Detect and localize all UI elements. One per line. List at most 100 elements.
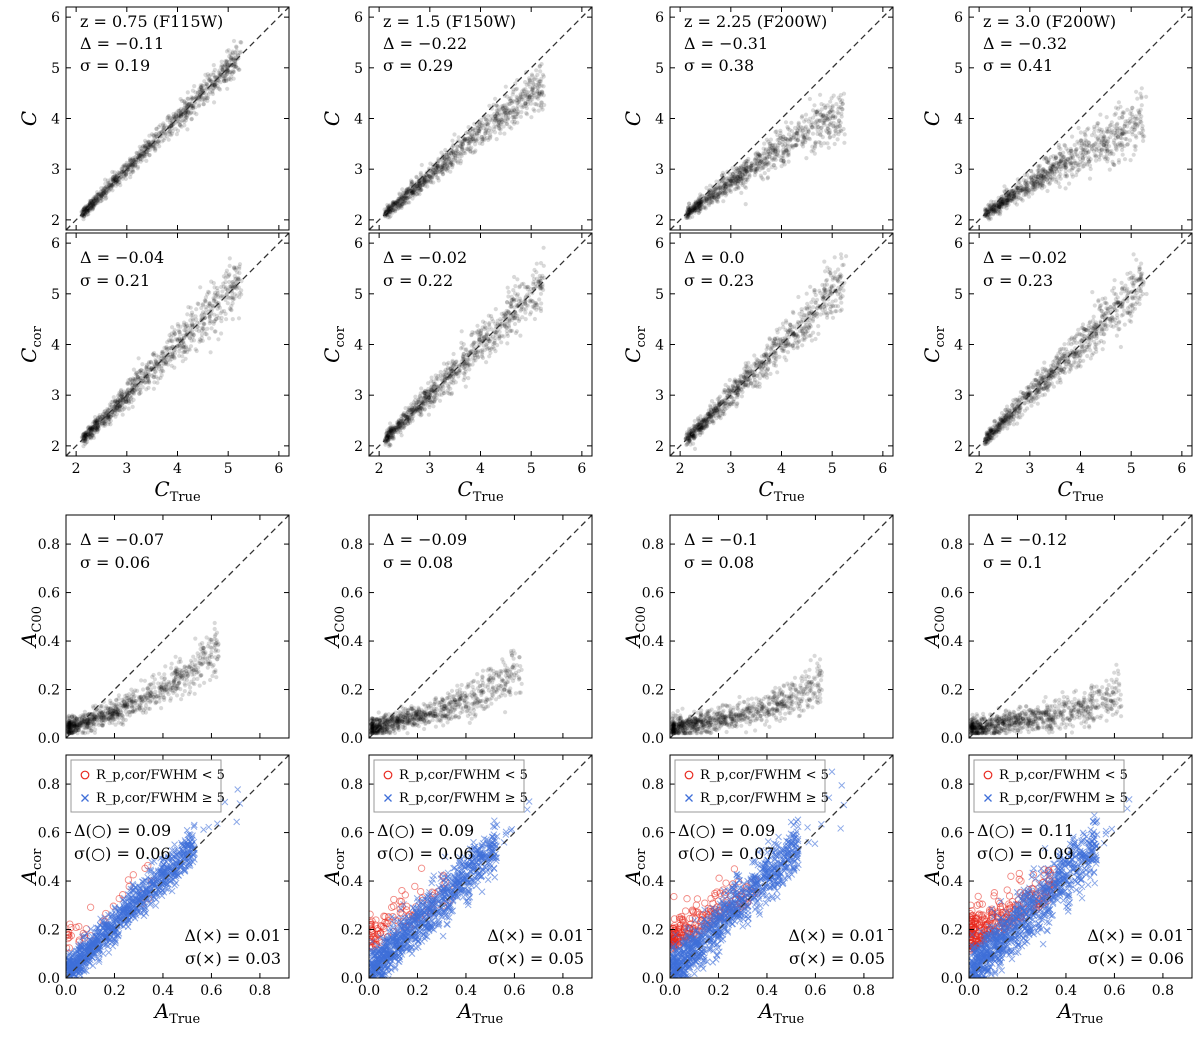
panel-annotations: Δ = −0.04σ = 0.21 xyxy=(80,248,164,290)
data-point xyxy=(511,99,516,104)
data-point xyxy=(420,183,425,188)
data-point xyxy=(450,138,455,143)
data-point xyxy=(1104,126,1110,131)
y-tick-label: 4 xyxy=(354,112,363,128)
data-point xyxy=(154,132,159,137)
data-point xyxy=(734,173,739,178)
data-point xyxy=(191,338,197,343)
data-point xyxy=(732,187,737,192)
data-point xyxy=(476,128,482,133)
data-point xyxy=(407,185,412,190)
data-point xyxy=(417,188,423,193)
data-point xyxy=(493,96,498,101)
data-point xyxy=(234,293,239,298)
data-point xyxy=(168,354,173,359)
data-point xyxy=(102,409,107,414)
data-point xyxy=(178,97,183,102)
data-point xyxy=(207,290,212,295)
data-point xyxy=(94,196,99,201)
data-point xyxy=(103,177,108,182)
data-point xyxy=(442,156,447,161)
data-point xyxy=(86,212,91,217)
data-point xyxy=(234,286,239,291)
data-point xyxy=(198,85,203,90)
data-point xyxy=(1058,176,1063,181)
data-point xyxy=(769,165,774,170)
data-point xyxy=(104,191,109,196)
data-point xyxy=(812,145,817,150)
data-point xyxy=(181,99,186,104)
data-point xyxy=(414,184,419,189)
data-point xyxy=(150,139,155,145)
data-point xyxy=(706,198,711,203)
data-point xyxy=(225,62,230,67)
data-point xyxy=(749,163,754,168)
data-point xyxy=(540,107,545,112)
data-point xyxy=(433,172,438,177)
data-point xyxy=(385,215,390,220)
data-point xyxy=(387,209,392,214)
data-point xyxy=(232,63,237,68)
data-point xyxy=(181,333,186,338)
data-point xyxy=(503,110,508,115)
data-point xyxy=(171,333,176,338)
data-point xyxy=(1084,150,1089,155)
data-point xyxy=(494,118,499,123)
data-point xyxy=(480,137,485,142)
data-point xyxy=(114,172,119,177)
data-point xyxy=(1086,159,1091,164)
data-point xyxy=(416,184,421,189)
data-point xyxy=(530,88,535,93)
data-point xyxy=(724,189,729,194)
data-point xyxy=(224,78,229,83)
data-point xyxy=(124,399,129,405)
data-point xyxy=(397,191,402,196)
data-point xyxy=(493,114,498,119)
data-point xyxy=(409,182,414,187)
data-point xyxy=(688,209,693,214)
data-point xyxy=(493,116,498,121)
data-point xyxy=(513,87,518,92)
data-point xyxy=(409,182,414,187)
data-point xyxy=(390,208,395,213)
data-point xyxy=(142,144,147,149)
data-point xyxy=(723,186,728,191)
data-point xyxy=(114,178,119,183)
data-point xyxy=(1141,128,1146,133)
data-point xyxy=(176,108,181,113)
data-point xyxy=(188,101,193,106)
data-point xyxy=(410,179,415,184)
data-point xyxy=(429,170,434,175)
data-point xyxy=(443,167,448,172)
data-point xyxy=(126,163,131,168)
data-point xyxy=(527,93,532,98)
data-point xyxy=(762,151,767,156)
data-point xyxy=(420,179,425,184)
data-point xyxy=(507,111,512,116)
data-point xyxy=(698,206,703,211)
data-point xyxy=(424,174,429,179)
data-point xyxy=(395,201,400,206)
data-point xyxy=(161,128,166,133)
data-point xyxy=(1048,171,1053,176)
data-point xyxy=(126,167,131,172)
data-point xyxy=(465,136,470,141)
data-point xyxy=(420,178,426,183)
data-point xyxy=(115,181,120,187)
data-point xyxy=(188,111,193,116)
data-point xyxy=(393,209,398,214)
data-point xyxy=(103,193,108,198)
data-point xyxy=(464,146,469,151)
data-point xyxy=(493,335,498,341)
data-point xyxy=(90,207,95,212)
data-point xyxy=(396,205,402,211)
data-point xyxy=(423,173,428,178)
data-point xyxy=(142,380,148,385)
data-point xyxy=(148,142,153,147)
data-point xyxy=(191,95,196,100)
data-point xyxy=(520,89,525,94)
data-point xyxy=(434,169,439,175)
data-point xyxy=(1076,125,1081,131)
data-point xyxy=(430,167,435,172)
data-point xyxy=(1122,123,1127,129)
